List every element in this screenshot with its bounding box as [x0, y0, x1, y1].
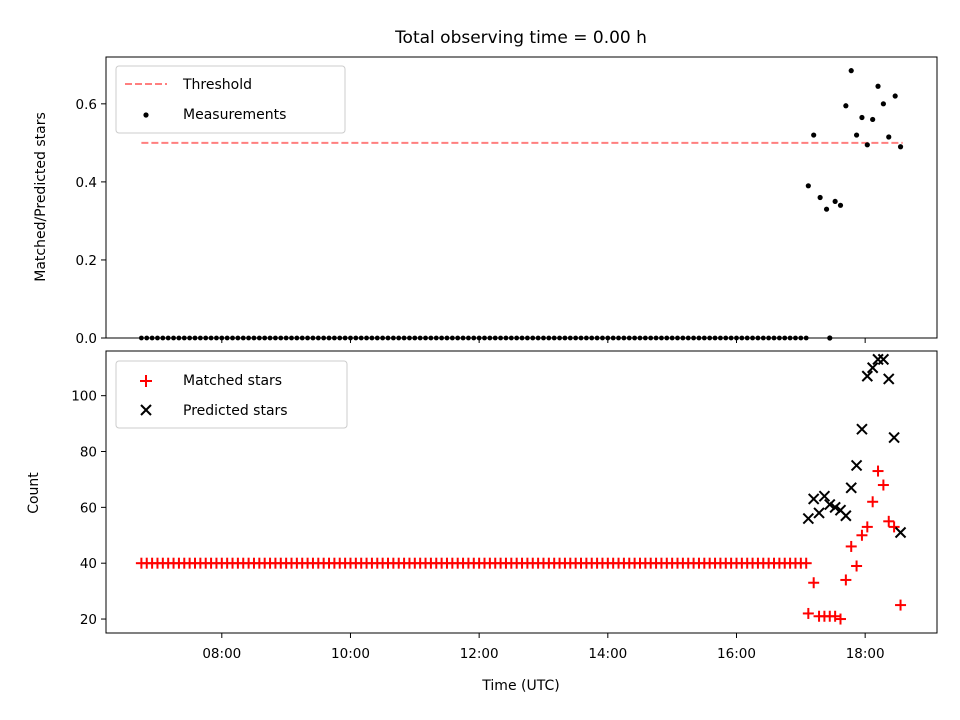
predicted-stars-point: [813, 507, 825, 519]
predicted-stars-point: [877, 353, 890, 366]
x-axis-label: Time (UTC): [481, 678, 559, 694]
predicted-stars-point: [845, 482, 857, 494]
bottom-y-tick-label: 20: [80, 612, 97, 628]
matched-stars-point: [800, 557, 812, 569]
predicted-stars-point: [883, 373, 895, 385]
predicted-stars-point: [829, 501, 841, 514]
x-tick-label: 18:00: [846, 646, 885, 662]
bottom-panel: 20 40 60 80 100 08:00 10:00 12:00 14:00 16:00 18:…: [26, 350, 938, 694]
predicted-stars-point: [850, 459, 863, 472]
measurement-point: [886, 134, 892, 140]
measurement-point: [880, 101, 886, 107]
matched-stars-point: [834, 613, 846, 625]
measurement-point: [870, 116, 876, 123]
measurement-point: [811, 132, 817, 138]
predicted-stars-point: [840, 510, 852, 522]
x-tick-label: 16:00: [717, 646, 756, 662]
matched-stars-point: [851, 560, 863, 572]
legend-threshold-label: Threshold: [182, 77, 252, 93]
bottom-y-tick-label: 80: [80, 445, 97, 461]
top-y-axis-label: Matched/Predicted stars: [33, 112, 49, 282]
predicted-stars-point: [818, 490, 831, 502]
predicted-stars-point: [856, 423, 868, 435]
predicted-stars-point: [807, 493, 820, 505]
measurement-point: [837, 202, 844, 208]
top-panel: 0.0 0.2 0.4 0.6 Matched/Predicted stars Thr…: [33, 56, 938, 347]
legend-predicted-label: Predicted stars: [183, 403, 288, 419]
bottom-legend: Matched stars Predicted stars: [115, 360, 348, 429]
measurement-point: [832, 198, 838, 205]
top-panel-y-ticks: 0.0 0.2 0.4 0.6: [76, 97, 106, 347]
measurement-point: [823, 206, 830, 212]
matched-stars-point: [883, 515, 895, 527]
x-tick-label: 14:00: [588, 646, 627, 662]
matched-stars-point: [877, 479, 889, 491]
measurement-point: [875, 83, 881, 89]
top-y-tick-label: 0.2: [76, 253, 97, 269]
measurement-point: [864, 142, 870, 148]
x-tick-label: 10:00: [331, 646, 370, 662]
predicted-stars-point: [894, 526, 907, 539]
chart-title: Total observing time = 0.00 h: [394, 28, 647, 48]
predicted-stars-point: [824, 498, 836, 511]
bottom-panel-y-ticks: 20 40 60 80 100: [71, 389, 106, 628]
bottom-y-tick-label: 60: [80, 500, 97, 516]
top-legend: Threshold Measurements: [115, 65, 346, 134]
measurement-point: [848, 68, 854, 74]
top-panel-x-ticks: [221, 338, 866, 343]
matched-stars-point: [867, 496, 879, 508]
x-tick-label: 12:00: [460, 646, 499, 662]
measurement-point: [843, 103, 849, 109]
bottom-y-tick-label: 40: [80, 556, 97, 572]
top-y-tick-label: 0.0: [76, 331, 97, 347]
matched-stars-point: [802, 607, 814, 619]
predicted-stars-point: [861, 370, 874, 382]
matched-stars-point: [840, 574, 852, 586]
legend-measurements-label: Measurements: [183, 107, 286, 123]
predicted-stars-point: [802, 512, 815, 525]
legend-measurements-swatch: [143, 112, 149, 118]
top-y-tick-label: 0.4: [76, 175, 97, 191]
matched-stars-point: [861, 521, 873, 533]
legend-matched-swatch: [140, 375, 152, 387]
top-legend-frame: [115, 65, 346, 134]
bottom-panel-frame: [105, 350, 938, 634]
matched-stars-point: [808, 577, 820, 589]
matched-stars-point: [856, 529, 868, 541]
legend-matched-label: Matched stars: [183, 373, 282, 389]
bottom-legend-frame: [115, 360, 348, 429]
measurement-point: [897, 144, 904, 150]
matched-stars-point: [845, 540, 857, 552]
measurement-point: [892, 93, 898, 99]
top-y-tick-label: 0.6: [76, 97, 97, 113]
bottom-panel-marks: [135, 353, 907, 625]
x-tick-label: 08:00: [202, 646, 241, 662]
matched-stars-point: [888, 521, 900, 533]
measurement-point: [817, 194, 823, 201]
matched-stars-point: [895, 599, 907, 611]
measurement-point: [805, 183, 811, 189]
matched-stars-point: [872, 465, 884, 477]
bottom-panel-x-ticks: 08:00 10:00 12:00 14:00 16:00 18:00: [202, 633, 885, 662]
predicted-stars-point: [888, 431, 900, 444]
measurement-point: [853, 132, 860, 138]
measurement-point: [859, 114, 865, 121]
bottom-y-axis-label: Count: [26, 472, 42, 514]
top-panel-frame: [105, 56, 938, 339]
predicted-stars-point: [866, 362, 879, 374]
bottom-y-tick-label: 100: [71, 389, 97, 405]
legend-predicted-swatch: [140, 404, 152, 416]
